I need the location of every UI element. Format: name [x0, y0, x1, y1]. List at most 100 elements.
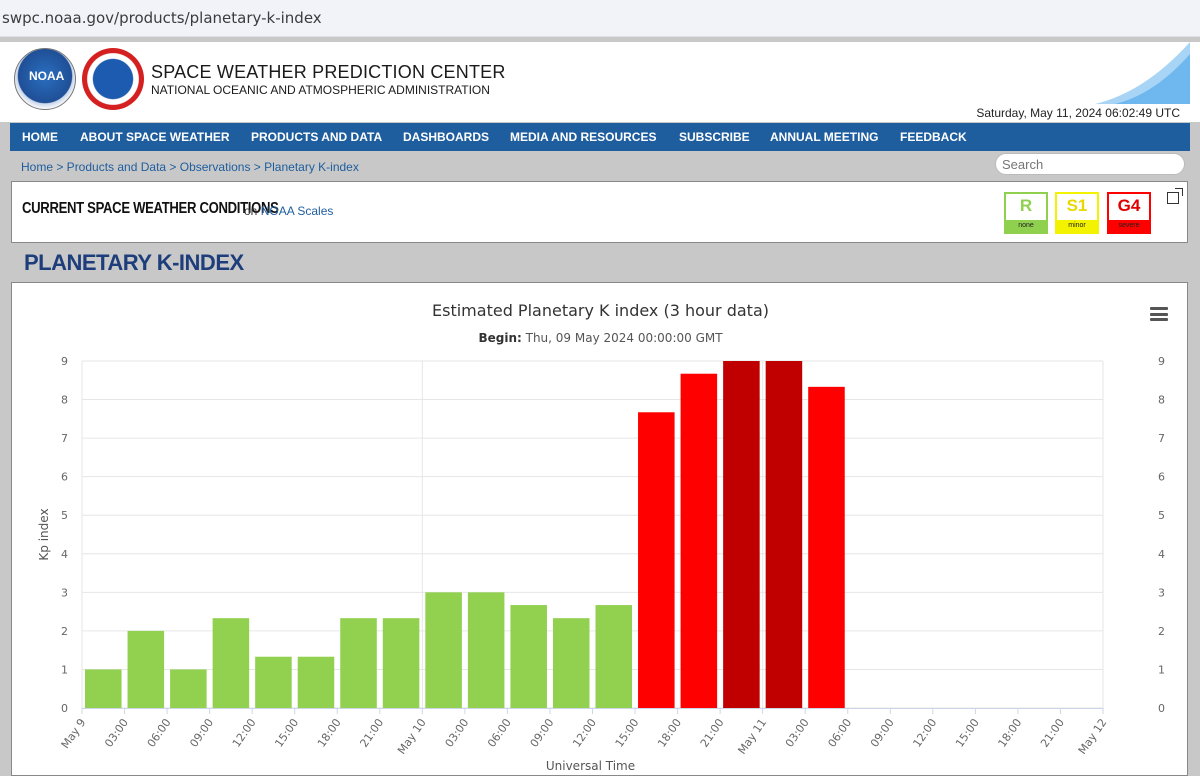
x-tick-label: 12:00 — [570, 716, 599, 749]
x-tick-label: 15:00 — [613, 716, 642, 749]
y-tick-label-left: 3 — [61, 586, 68, 599]
chart-subtitle-label: Begin: — [478, 331, 522, 345]
current-datetime: Saturday, May 11, 2024 06:02:49 UTC — [976, 106, 1180, 120]
kp-bar — [425, 592, 462, 708]
kp-bar — [467, 592, 505, 708]
kp-bar — [255, 656, 292, 708]
x-tick-label: May 10 — [395, 716, 429, 756]
y-tick-label-right: 7 — [1158, 432, 1165, 445]
x-tick-label: 15:00 — [953, 716, 982, 749]
x-tick-label: 18:00 — [996, 716, 1025, 749]
kp-chart-svg: 0 0 1 1 2 2 3 3 4 4 5 5 6 6 7 7 8 8 9 9 May 9 03:00 06:00 09:00… — [37, 355, 1165, 773]
nav-annual-meeting[interactable]: ANNUAL MEETING — [770, 130, 879, 144]
x-tick-label: 09:00 — [868, 716, 897, 749]
kp-bar — [680, 373, 718, 708]
chart-title: Estimated Planetary K index (3 hour data… — [432, 301, 769, 320]
browser-url-bar[interactable]: swpc.noaa.gov/products/planetary-k-index — [0, 0, 1200, 37]
nav-feedback[interactable]: FEEDBACK — [900, 130, 967, 144]
current-conditions-panel: CURRENT SPACE WEATHER CONDITIONS on NOAA… — [11, 181, 1188, 243]
scale-s-badge[interactable]: S1 minor — [1055, 192, 1099, 234]
url-text: swpc.noaa.gov/products/planetary-k-index — [2, 9, 322, 27]
main-nav: HOME ABOUT SPACE WEATHER PRODUCTS AND DA… — [10, 123, 1190, 151]
x-tick-label: 09:00 — [528, 716, 557, 749]
x-tick-label: 18:00 — [655, 716, 684, 749]
y-tick-label-left: 1 — [61, 663, 68, 676]
x-tick-label: 18:00 — [315, 716, 344, 749]
kp-bar — [212, 618, 250, 708]
y-tick-label-right: 0 — [1158, 702, 1165, 715]
y-tick-label-right: 6 — [1158, 471, 1165, 484]
scale-g-label: severe — [1109, 220, 1149, 232]
conditions-on-word: on — [244, 204, 258, 218]
x-tick-label: 15:00 — [272, 716, 301, 749]
scale-g-value: G4 — [1117, 196, 1141, 215]
kp-bar — [552, 618, 590, 708]
x-tick-label: May 9 — [59, 716, 89, 751]
y-tick-label-right: 9 — [1158, 355, 1165, 368]
conditions-on-text: on NOAA Scales — [244, 204, 333, 218]
y-tick-label-right: 4 — [1158, 548, 1165, 561]
scale-s-value: S1 — [1066, 196, 1088, 215]
y-tick-label-right: 8 — [1158, 394, 1165, 407]
site-subtitle: NATIONAL OCEANIC AND ATMOSPHERIC ADMINIS… — [151, 83, 490, 97]
page-title: PLANETARY K-INDEX — [24, 250, 244, 275]
kp-bar — [340, 618, 377, 708]
kp-bar — [85, 669, 122, 708]
y-tick-label-left: 7 — [61, 432, 68, 445]
nav-dashboards[interactable]: DASHBOARDS — [403, 130, 490, 144]
chart-subtitle-value: Thu, 09 May 2024 00:00:00 GMT — [525, 331, 723, 345]
y-tick-label-left: 6 — [61, 471, 68, 484]
y-axis-title: Kp index — [37, 508, 51, 560]
scale-r-label: none — [1006, 220, 1046, 232]
x-tick-label: 21:00 — [698, 716, 727, 749]
nav-about-space-weather[interactable]: ABOUT SPACE WEATHER — [80, 130, 230, 144]
kp-bar — [510, 605, 547, 708]
x-tick-label: 09:00 — [187, 716, 216, 749]
noaa-logo-icon[interactable]: NOAA — [14, 48, 76, 110]
kp-bar — [382, 618, 420, 708]
nav-products-and-data[interactable]: PRODUCTS AND DATA — [251, 130, 383, 144]
popout-icon[interactable] — [1167, 188, 1183, 204]
x-tick-label: May 12 — [1076, 716, 1110, 756]
x-tick-label: 06:00 — [145, 716, 174, 749]
y-tick-label-left: 5 — [61, 509, 68, 522]
y-tick-label-left: 9 — [61, 355, 68, 368]
kp-bar — [170, 669, 207, 708]
kp-bar — [638, 412, 675, 708]
nav-home[interactable]: HOME — [22, 130, 58, 144]
x-tick-label: 03:00 — [442, 716, 471, 749]
y-tick-label-left: 4 — [61, 548, 68, 561]
nws-logo-icon[interactable] — [82, 48, 144, 110]
x-tick-label: 03:00 — [102, 716, 131, 749]
scale-s-label: minor — [1057, 220, 1097, 232]
nav-media-and-resources[interactable]: MEDIA AND RESOURCES — [510, 130, 657, 144]
y-tick-label-right: 3 — [1158, 586, 1165, 599]
x-tick-label: May 11 — [735, 716, 769, 756]
scale-r-badge[interactable]: R none — [1004, 192, 1048, 234]
nav-subscribe[interactable]: SUBSCRIBE — [679, 130, 750, 144]
x-tick-label: 06:00 — [485, 716, 514, 749]
kp-bar — [723, 361, 760, 708]
x-tick-label: 21:00 — [1038, 716, 1067, 749]
site-header: NOAA SPACE WEATHER PREDICTION CENTER NAT… — [0, 42, 1200, 122]
search-input[interactable] — [995, 153, 1185, 175]
scale-r-value: R — [1019, 196, 1033, 215]
kp-bar — [808, 386, 845, 708]
kp-bar — [127, 630, 165, 708]
breadcrumb-row: Home > Products and Data > Observations … — [10, 153, 1190, 179]
kp-bar — [595, 605, 633, 708]
chart-menu-icon[interactable] — [1150, 307, 1168, 321]
kp-bar — [297, 656, 335, 708]
site-title[interactable]: SPACE WEATHER PREDICTION CENTER — [151, 62, 506, 82]
y-tick-label-left: 0 — [61, 702, 68, 715]
breadcrumb[interactable]: Home > Products and Data > Observations … — [21, 160, 359, 174]
x-tick-label: 21:00 — [357, 716, 386, 749]
y-tick-label-left: 8 — [61, 394, 68, 407]
scale-g-badge[interactable]: G4 severe — [1107, 192, 1151, 234]
chart-subtitle: Begin: Thu, 09 May 2024 00:00:00 GMT — [12, 331, 1189, 345]
y-tick-label-right: 2 — [1158, 625, 1165, 638]
x-tick-label: 03:00 — [783, 716, 812, 749]
y-tick-label-left: 2 — [61, 625, 68, 638]
noaa-scales-link[interactable]: NOAA Scales — [260, 204, 334, 218]
x-tick-label: 06:00 — [825, 716, 854, 749]
